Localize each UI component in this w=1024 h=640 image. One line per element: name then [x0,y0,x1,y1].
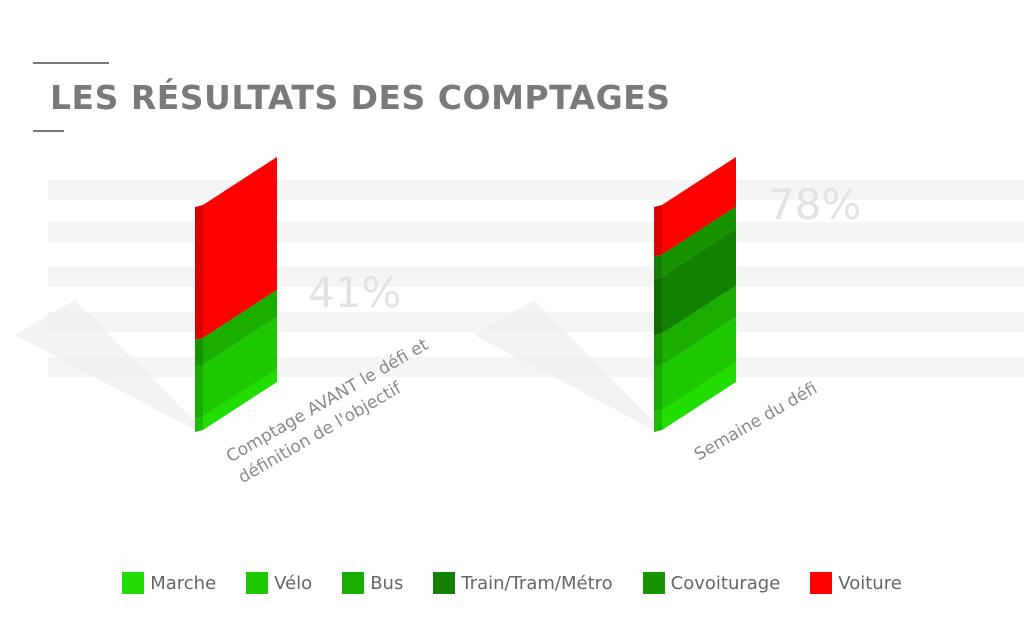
shadow [474,300,662,430]
bar-face [654,364,662,412]
bar-face [195,364,203,419]
legend-item: Train/Tram/Métro [433,572,613,594]
legend-label: Voiture [838,572,902,594]
bar-face [203,368,277,430]
legend-swatch [433,572,456,594]
bar-face [195,205,203,340]
legend-label: Train/Tram/Métro [461,572,613,594]
bar-face [654,254,662,279]
bar-face [654,205,662,257]
legend-label: Bus [370,572,404,594]
bar-face [662,206,736,277]
segment-edge [661,156,737,206]
bar-face [654,364,662,412]
legend-item: Bus [342,572,403,594]
bar-segment [654,361,736,432]
bar-face [195,416,203,432]
legend-swatch [122,572,145,594]
bar-face [662,157,736,255]
legend-swatch [642,572,665,594]
bar-face [203,316,277,417]
legend-item: Voiture [810,572,902,594]
legend-item: Marche [122,572,216,594]
annotation: 78% [768,180,862,229]
bar-face [195,337,203,367]
legend-label: Covoiturage [670,572,781,594]
legend: Marche Vélo Bus Train/Tram/Métro Covoiturage… [0,572,1024,594]
bar-face [654,333,662,367]
bar-segment [195,368,277,432]
bar-segment [195,289,277,367]
bar-segment [654,157,736,257]
bar-face [654,333,662,367]
background-stripe [48,180,1024,200]
rule [33,62,109,64]
bar-face [195,205,203,340]
bar-face [195,416,203,432]
bar-face [662,361,736,430]
legend-item: Covoiturage [642,572,781,594]
legend-label: Marche [150,572,217,594]
background-stripe [48,222,1024,242]
segment-edge [202,156,278,206]
rule [33,130,64,132]
shadow [15,300,203,430]
bar-segment [195,157,277,340]
bar-segment [195,316,277,419]
annotation: 41% [308,268,402,317]
bar-face [654,409,662,432]
bar-face [662,229,736,334]
legend-label: Vélo [274,572,313,594]
bar-face [195,337,203,367]
bar-face [662,316,736,410]
bar-segment [654,229,736,336]
bar-segment [654,316,736,412]
bar-face [654,409,662,432]
legend-swatch [342,572,365,594]
bar-face [662,285,736,365]
bar-segment [654,285,736,367]
bar-face [654,277,662,336]
bar-face [654,254,662,279]
bar-face [203,157,277,338]
bar-face [654,277,662,336]
bar-face [654,205,662,257]
legend-swatch [810,572,833,594]
background-stripe [48,267,1024,287]
bar-face [203,289,277,365]
bar-face [195,364,203,419]
legend-swatch [246,572,269,594]
chart-title: LES RÉSULTATS DES COMPTAGES [50,78,671,117]
legend-item: Vélo [246,572,312,594]
bar-segment [654,206,736,279]
